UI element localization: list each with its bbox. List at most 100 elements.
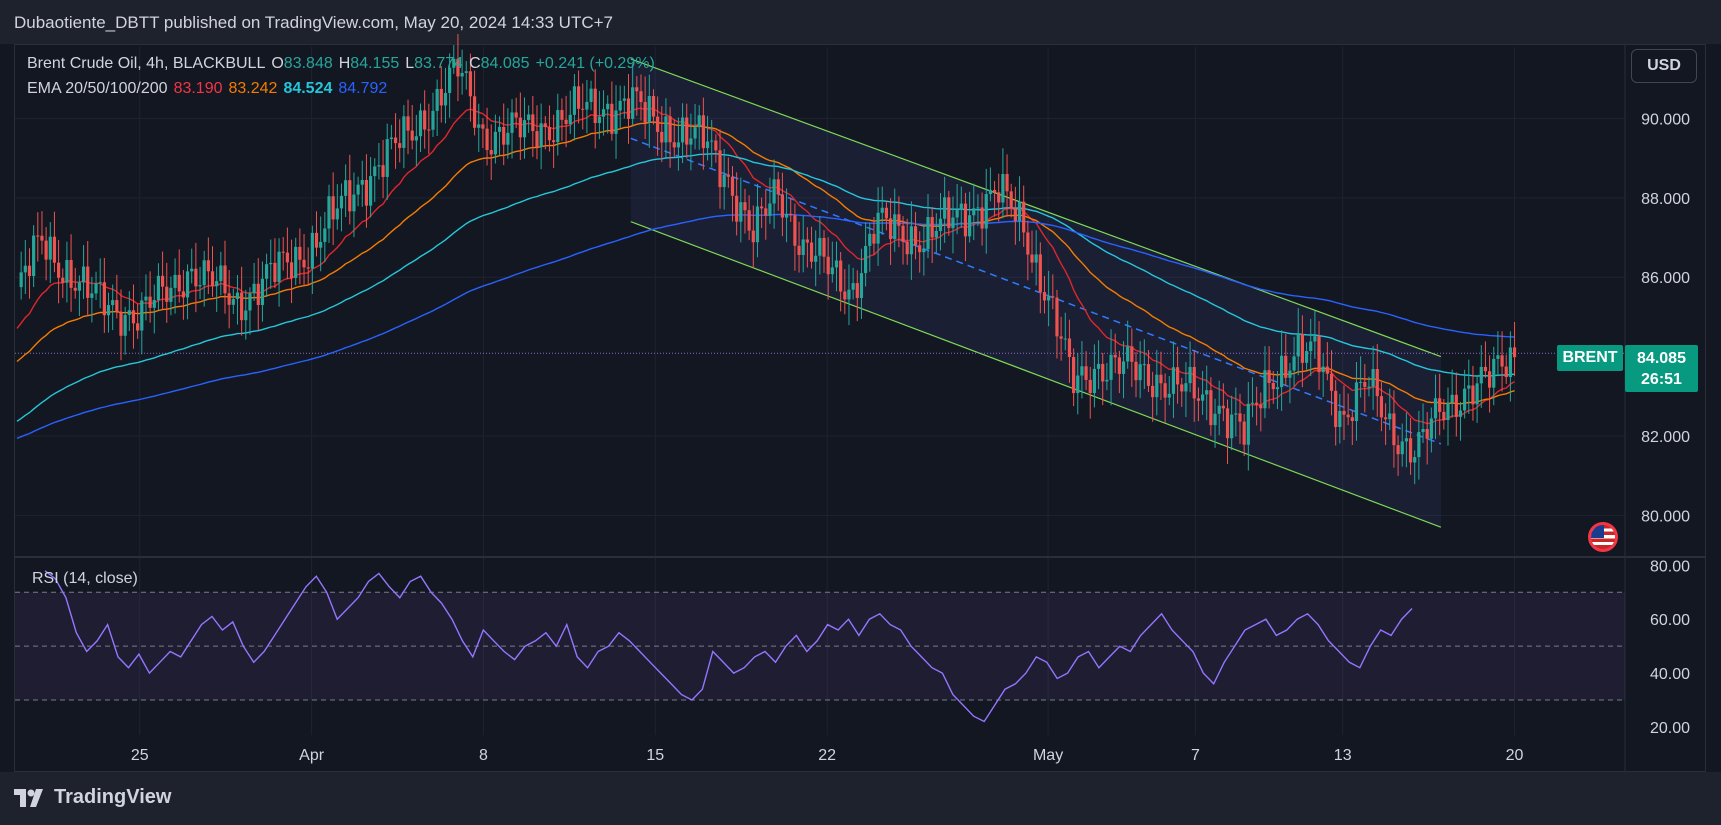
candle-body	[497, 126, 502, 132]
candle-body	[327, 196, 331, 229]
candle-body	[872, 233, 876, 244]
candle-body	[1342, 410, 1346, 415]
close-label: C	[469, 55, 481, 72]
candle-body	[668, 116, 672, 143]
candle-body	[847, 289, 851, 300]
candle-body	[1300, 334, 1304, 363]
candle-body	[1508, 347, 1512, 378]
candle-body	[764, 208, 768, 216]
candle-body	[814, 255, 818, 262]
candle-body	[1404, 438, 1408, 442]
candle-body	[1221, 405, 1225, 409]
candle-body	[930, 217, 934, 238]
symbol-label[interactable]: Brent Crude Oil, 4h, BLACKBULL	[27, 55, 266, 72]
candle-body	[1113, 354, 1117, 358]
rsi-label[interactable]: RSI (14, close)	[32, 570, 138, 587]
candle-body	[959, 203, 963, 210]
candle-body	[381, 165, 385, 177]
candle-body	[131, 310, 136, 324]
candle-body	[772, 179, 776, 204]
candle-body	[115, 300, 119, 312]
candle-body	[210, 271, 215, 287]
candle-body	[1005, 173, 1009, 192]
candle-body	[1176, 367, 1180, 385]
candle-body	[144, 296, 148, 301]
candle-body	[1454, 394, 1458, 417]
candle-body	[368, 176, 373, 206]
candle-body	[1196, 398, 1201, 401]
candle-body	[922, 249, 926, 253]
candle-body	[585, 101, 589, 110]
candle-body	[314, 232, 319, 248]
candle-body	[635, 87, 639, 92]
candle-body	[905, 241, 909, 255]
candle-body	[1504, 366, 1508, 378]
candle-body	[980, 207, 984, 229]
candle-body	[1138, 364, 1142, 381]
candle-body	[443, 92, 448, 106]
candle-body	[94, 283, 98, 294]
candle-body	[1321, 366, 1325, 373]
candle-body	[963, 203, 968, 237]
candle-body	[102, 282, 106, 316]
candle-body	[252, 283, 256, 294]
candle-body	[235, 292, 240, 300]
tradingview-logo[interactable]: TradingView	[14, 786, 171, 809]
candle-body	[452, 58, 456, 68]
candle-body	[593, 88, 597, 124]
candle-body	[1076, 375, 1080, 394]
price-channel	[15, 58, 1625, 528]
candle-body	[1109, 354, 1113, 380]
candle-body	[522, 120, 527, 138]
candle-body	[1334, 390, 1338, 428]
candle-body	[689, 138, 693, 145]
ema-label[interactable]: EMA 20/50/100/200	[27, 80, 168, 97]
candle-body	[1388, 413, 1392, 420]
symbol-price-tag: BRENT	[1557, 345, 1623, 371]
candle-body	[1271, 382, 1275, 390]
candle-body	[631, 87, 635, 119]
candle-body	[1475, 383, 1479, 405]
candle-body	[1284, 355, 1288, 378]
candle-body	[1463, 388, 1467, 411]
candle-body	[52, 236, 57, 263]
candle-body	[306, 267, 310, 269]
candle-body	[27, 265, 32, 277]
candle-body	[1433, 398, 1438, 419]
us-flag-icon[interactable]	[1588, 522, 1618, 552]
candle-body	[1230, 414, 1234, 439]
candle-body	[918, 245, 922, 253]
candle-body	[656, 116, 660, 132]
candle-body	[1096, 363, 1101, 369]
candle-body	[784, 213, 789, 218]
time-tick-label: 8	[479, 747, 488, 764]
candle-body	[90, 293, 94, 298]
candle-body	[385, 139, 389, 177]
candle-body	[868, 233, 872, 246]
candle-body	[1371, 368, 1375, 387]
candle-body	[755, 206, 760, 243]
rsi-pane	[15, 570, 1625, 723]
candle-body	[997, 192, 1001, 203]
candle-body	[1009, 191, 1013, 209]
candle-body	[273, 262, 277, 282]
candle-body	[884, 207, 889, 219]
candle-body	[747, 210, 751, 231]
candle-body	[680, 117, 685, 143]
candle-body	[643, 102, 647, 123]
candle-body	[360, 180, 364, 185]
candle-body	[48, 236, 52, 260]
candle-body	[1425, 428, 1429, 439]
candle-body	[169, 287, 173, 302]
candle-body	[606, 103, 610, 110]
candle-body	[61, 277, 65, 283]
currency-button[interactable]: USD	[1631, 49, 1697, 83]
price-tick-label: 90.000	[1641, 111, 1690, 128]
candle-body	[780, 194, 785, 218]
candle-body	[1067, 338, 1072, 358]
candle-body	[23, 265, 27, 273]
candle-body	[610, 103, 614, 134]
candle-body	[502, 126, 506, 145]
high-value: 84.155	[350, 55, 400, 72]
